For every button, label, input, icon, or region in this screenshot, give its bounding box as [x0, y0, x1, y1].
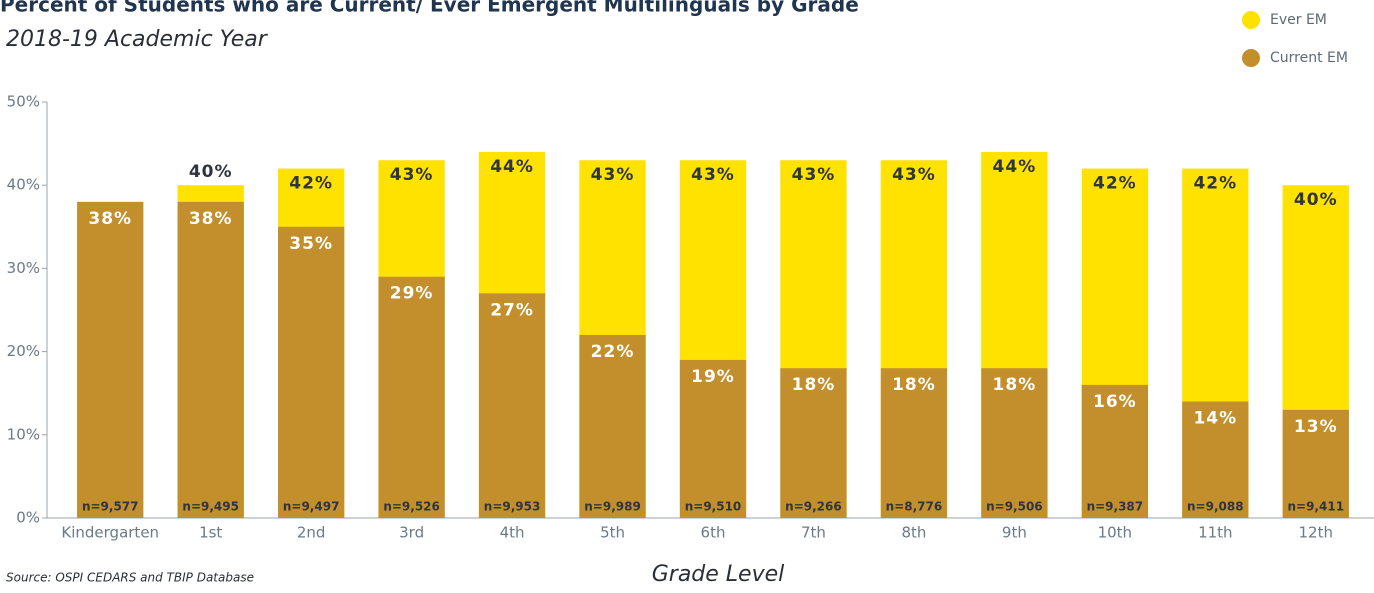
x-tick-label: 2nd: [297, 524, 326, 542]
x-tick-label: 11th: [1198, 524, 1232, 542]
n-label: n=9,577: [82, 500, 139, 514]
y-tick-label: 50%: [7, 93, 40, 111]
bar-current: [880, 368, 948, 518]
legend-label: Ever EM: [1270, 12, 1327, 28]
x-tick-label: 12th: [1299, 524, 1333, 542]
value-label: 18%: [792, 375, 836, 395]
x-tick-label: 6th: [701, 524, 726, 542]
chart-subtitle: 2018-19 Academic Year: [6, 27, 269, 52]
n-label: n=9,266: [785, 500, 842, 514]
x-tick-label: 3rd: [399, 524, 424, 542]
bar-current: [981, 368, 1048, 518]
bar-current: [780, 368, 847, 518]
bar-current: [77, 201, 144, 518]
y-tick-label: 0%: [16, 509, 40, 527]
x-tick-label: 4th: [500, 524, 525, 542]
value-label: 43%: [591, 165, 635, 185]
n-label: n=9,088: [1187, 500, 1244, 514]
bar-current: [579, 334, 646, 518]
legend-swatch: [1242, 11, 1260, 29]
x-tick-label: 9th: [1002, 524, 1027, 542]
value-label: 43%: [390, 165, 434, 185]
value-label: 44%: [993, 157, 1037, 177]
x-tick-label: 8th: [901, 524, 926, 542]
value-label: 43%: [792, 165, 836, 185]
value-label: 16%: [1093, 392, 1137, 412]
value-label: 19%: [691, 367, 735, 387]
n-label: n=9,989: [584, 500, 641, 514]
bar-current: [1282, 409, 1349, 518]
value-label: 38%: [88, 209, 132, 229]
y-tick-label: 30%: [7, 259, 40, 277]
n-label: n=9,526: [383, 500, 440, 514]
value-label: 43%: [691, 165, 735, 185]
value-label: 42%: [1093, 174, 1137, 194]
value-label: 40%: [1294, 190, 1338, 210]
value-label: 14%: [1193, 409, 1237, 429]
x-tick-label: 5th: [600, 524, 625, 542]
bar-current: [1182, 401, 1249, 518]
n-label: n=9,506: [986, 500, 1043, 514]
value-label: 43%: [892, 165, 936, 185]
chart-title: Percent of Students who are Current/ Eve…: [0, 0, 859, 17]
value-label: 42%: [289, 174, 333, 194]
source: Source: OSPI CEDARS and TBIP Database: [6, 571, 254, 585]
value-label: 13%: [1294, 417, 1338, 437]
x-axis-title: Grade Level: [652, 562, 785, 587]
bar-current: [378, 276, 445, 518]
x-tick-label: 7th: [801, 524, 826, 542]
n-label: n=9,411: [1287, 500, 1344, 514]
bar-current: [278, 226, 345, 519]
value-label: 22%: [591, 342, 635, 362]
value-label: 18%: [993, 375, 1037, 395]
y-tick-label: 40%: [7, 176, 40, 194]
y-tick-label: 10%: [7, 425, 40, 443]
n-label: n=9,497: [283, 500, 340, 514]
bar-current: [679, 359, 747, 518]
n-label: n=8,776: [886, 500, 943, 514]
value-label: 18%: [892, 375, 936, 395]
n-label: n=9,387: [1087, 500, 1144, 514]
value-label: 35%: [289, 234, 333, 254]
value-label: 40%: [189, 162, 233, 182]
x-tick-label: Kindergarten: [61, 524, 159, 542]
value-label: 44%: [490, 157, 534, 177]
n-label: n=9,495: [182, 500, 239, 514]
bar-current: [1081, 384, 1148, 518]
value-label: 38%: [189, 209, 233, 229]
bar-current: [177, 201, 244, 518]
n-label: n=9,953: [484, 500, 541, 514]
value-label: 27%: [490, 300, 534, 320]
x-tick-label: 10th: [1098, 524, 1132, 542]
legend-swatch: [1242, 49, 1260, 67]
bar-current: [478, 293, 546, 518]
value-label: 29%: [390, 284, 434, 304]
x-tick-label: 1st: [199, 524, 222, 542]
legend-label: Current EM: [1270, 50, 1348, 66]
value-label: 42%: [1193, 174, 1237, 194]
n-label: n=9,510: [685, 500, 742, 514]
y-tick-label: 20%: [7, 342, 40, 360]
